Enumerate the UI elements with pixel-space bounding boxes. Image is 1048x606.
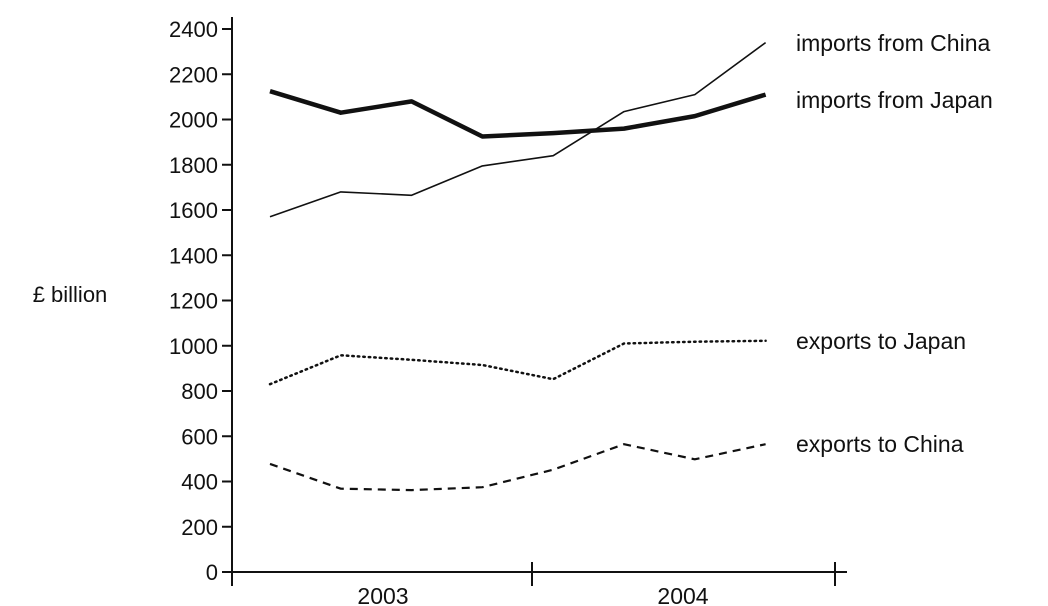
series-label-imports-from-japan: imports from Japan	[796, 87, 993, 113]
series-line-imports-from-china	[269, 41, 767, 218]
series-line-exports-to-china	[269, 443, 766, 492]
series-line-exports-to-japan	[268, 339, 767, 386]
y-tick-label: 0	[206, 560, 218, 585]
y-tick-label: 200	[181, 515, 218, 540]
y-tick-label: 1000	[169, 334, 218, 359]
series-label-exports-to-japan: exports to Japan	[796, 328, 966, 354]
y-tick-label: 2400	[169, 17, 218, 42]
y-axis-label: £ billion	[33, 282, 108, 307]
y-tick-label: 800	[181, 379, 218, 404]
y-tick-label: 1200	[169, 289, 218, 314]
series-label-exports-to-china: exports to China	[796, 431, 964, 457]
series-layer: imports from China imports from Japan expo…	[268, 30, 993, 492]
y-tick-label: 1400	[169, 243, 218, 268]
y-tick-label: 1800	[169, 153, 218, 178]
axes: 0 200 400 600 800 1000 1200 1400 1600 1800 2000 220…	[169, 17, 847, 606]
series-line-imports-from-japan	[269, 89, 767, 139]
y-tick-label: 1600	[169, 198, 218, 223]
y-tick-label: 400	[181, 470, 218, 495]
y-tick-label: 2000	[169, 108, 218, 133]
y-tick-label: 2200	[169, 62, 218, 87]
x-category-label: 2003	[357, 583, 408, 606]
x-category-label: 2004	[657, 583, 708, 606]
y-tick-label: 600	[181, 424, 218, 449]
series-label-imports-from-china: imports from China	[796, 30, 990, 56]
